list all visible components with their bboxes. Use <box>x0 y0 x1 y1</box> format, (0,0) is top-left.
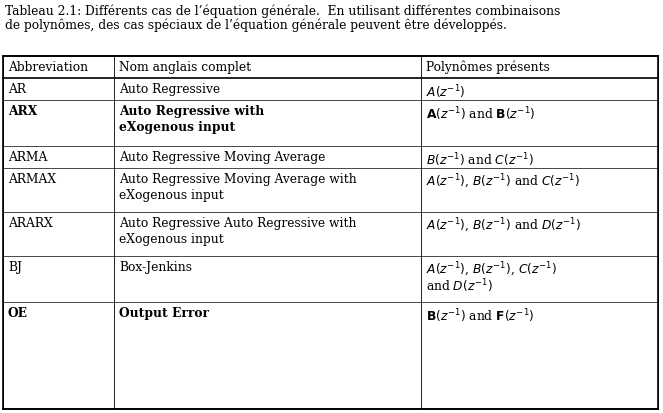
Text: $B(z^{-1})$ and $C(z^{-1})$: $B(z^{-1})$ and $C(z^{-1})$ <box>426 151 534 168</box>
Text: eXogenous input: eXogenous input <box>119 233 224 245</box>
Text: Auto Regressive Moving Average: Auto Regressive Moving Average <box>119 151 326 164</box>
Text: and $D(z^{-1})$: and $D(z^{-1})$ <box>426 276 493 294</box>
Text: Abbreviation: Abbreviation <box>8 61 88 74</box>
Text: $A(z^{-1})$, $B(z^{-1})$ and $D(z^{-1})$: $A(z^{-1})$, $B(z^{-1})$ and $D(z^{-1})$ <box>426 216 581 235</box>
Text: $\mathbf{A}(z^{-1})$ and $\mathbf{B}(z^{-1})$: $\mathbf{A}(z^{-1})$ and $\mathbf{B}(z^{… <box>426 105 536 122</box>
Bar <box>3 57 658 409</box>
Text: Nom anglais complet: Nom anglais complet <box>119 61 251 74</box>
Text: Output Error: Output Error <box>119 306 210 319</box>
Text: ARX: ARX <box>8 105 37 118</box>
Text: ARMA: ARMA <box>8 151 47 164</box>
Text: BJ: BJ <box>8 260 22 273</box>
Text: ARARX: ARARX <box>8 216 53 230</box>
Text: AR: AR <box>8 83 26 96</box>
Text: Auto Regressive with: Auto Regressive with <box>119 105 265 118</box>
Text: $A(z^{-1})$, $B(z^{-1})$, $C(z^{-1})$: $A(z^{-1})$, $B(z^{-1})$, $C(z^{-1})$ <box>426 260 557 278</box>
Text: Tableau 2.1: Différents cas de l’équation générale.  En utilisant différentes co: Tableau 2.1: Différents cas de l’équatio… <box>5 5 560 19</box>
Text: $A(z^{-1})$, $B(z^{-1})$ and $C(z^{-1})$: $A(z^{-1})$, $B(z^{-1})$ and $C(z^{-1})$ <box>426 173 580 191</box>
Text: $\mathbf{B}(z^{-1})$ and $\mathbf{F}(z^{-1})$: $\mathbf{B}(z^{-1})$ and $\mathbf{F}(z^{… <box>426 306 534 324</box>
Text: ARMAX: ARMAX <box>8 173 56 185</box>
Text: Box-Jenkins: Box-Jenkins <box>119 260 192 273</box>
Text: Polynômes présents: Polynômes présents <box>426 61 550 74</box>
Text: Auto Regressive Auto Regressive with: Auto Regressive Auto Regressive with <box>119 216 357 230</box>
Text: $A(z^{-1})$: $A(z^{-1})$ <box>426 83 465 100</box>
Text: de polynômes, des cas spéciaux de l’équation générale peuvent être développés.: de polynômes, des cas spéciaux de l’équa… <box>5 19 507 32</box>
Text: eXogenous input: eXogenous input <box>119 189 224 202</box>
Text: OE: OE <box>8 306 28 319</box>
Text: Auto Regressive Moving Average with: Auto Regressive Moving Average with <box>119 173 357 185</box>
Text: eXogenous input: eXogenous input <box>119 121 235 134</box>
Text: Auto Regressive: Auto Regressive <box>119 83 221 96</box>
